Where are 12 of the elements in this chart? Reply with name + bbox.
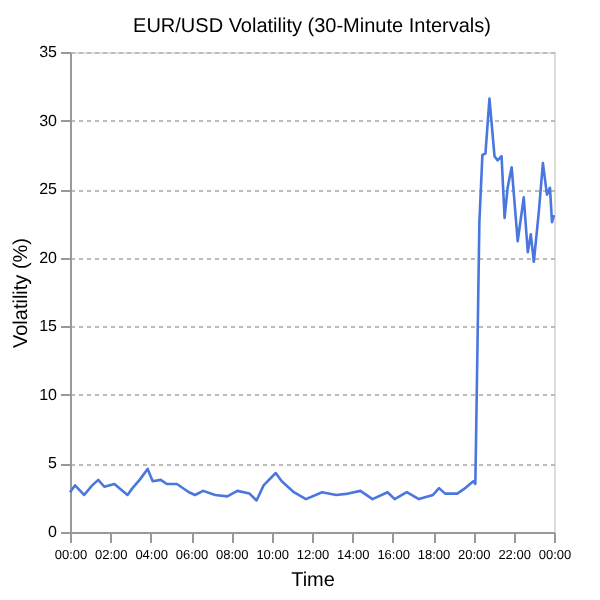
y-tick-label: 30	[39, 111, 59, 130]
x-axis-title: Time	[291, 570, 336, 592]
y-tick-label: 15	[39, 317, 59, 336]
y-tick-label: 25	[39, 180, 59, 199]
y-tick-label: 35	[39, 43, 59, 61]
line-series	[68, 97, 556, 502]
y-tick-label: 10	[39, 385, 59, 404]
y-tick-label: 0	[48, 523, 59, 541]
y-axis-title: Volatility (%)	[11, 237, 34, 349]
y-tick-label: 5	[48, 454, 59, 473]
chart-title: EUR/USD Volatility (30-Minute Intervals)	[133, 16, 491, 38]
y-tick-label: 20	[39, 248, 59, 267]
